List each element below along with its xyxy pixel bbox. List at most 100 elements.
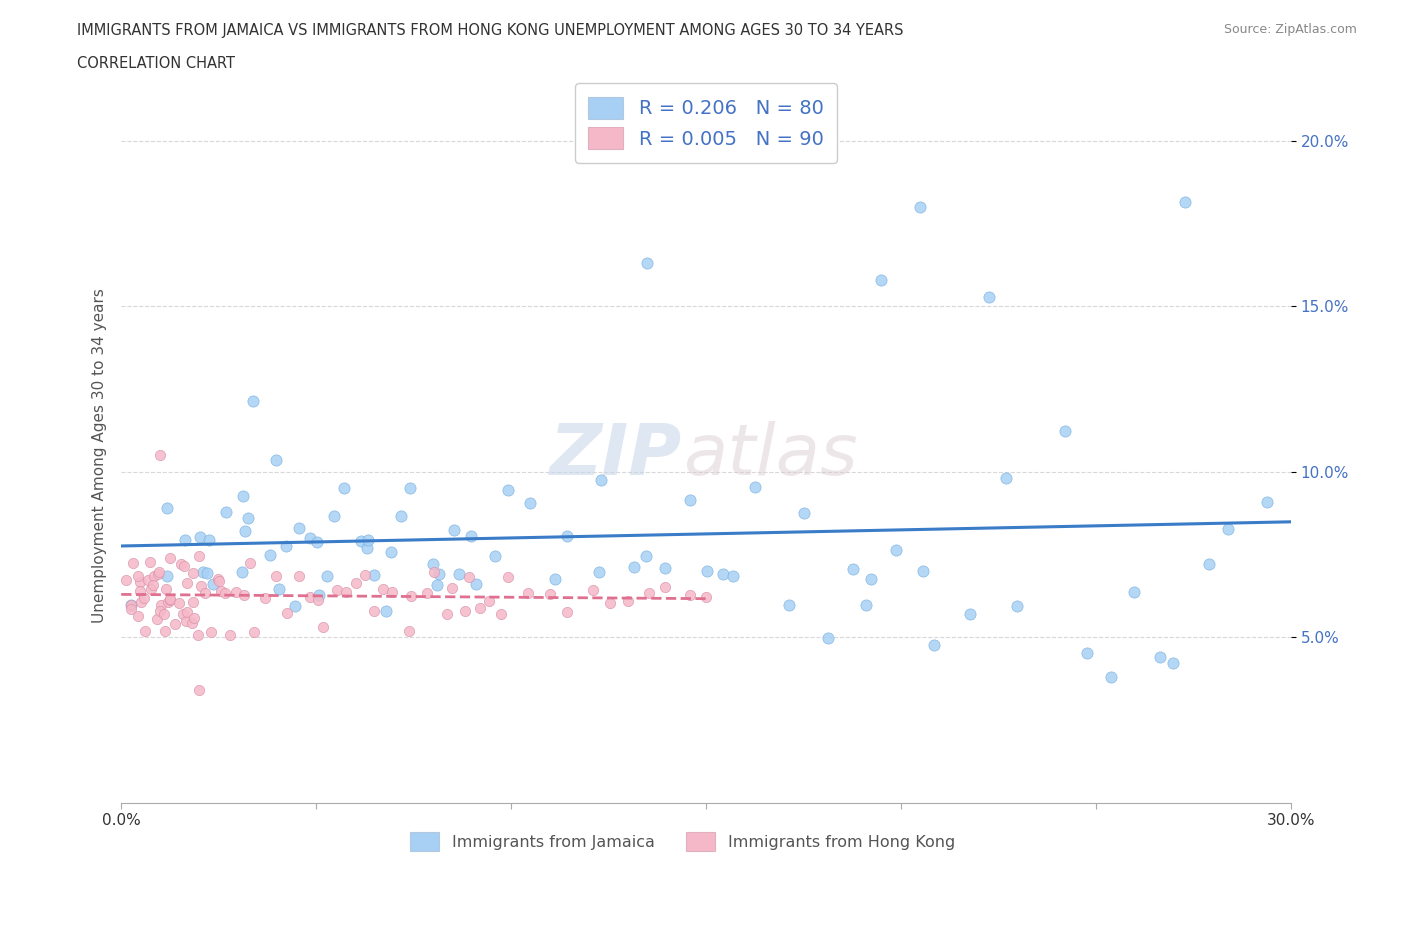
Point xyxy=(174,614,197,629)
Point xyxy=(149,448,172,463)
Point xyxy=(215,505,238,520)
Point xyxy=(637,256,659,271)
Point xyxy=(225,585,247,600)
Point xyxy=(654,579,676,594)
Point xyxy=(174,533,197,548)
Point xyxy=(363,568,385,583)
Point xyxy=(398,623,420,638)
Point xyxy=(167,595,190,610)
Point xyxy=(910,200,932,215)
Point xyxy=(134,623,156,638)
Point xyxy=(254,591,277,605)
Point xyxy=(1216,521,1239,536)
Point xyxy=(155,500,177,515)
Point xyxy=(470,601,492,616)
Point xyxy=(634,548,657,563)
Point xyxy=(922,637,945,652)
Point xyxy=(1076,645,1098,660)
Point xyxy=(1122,584,1144,599)
Point xyxy=(129,595,152,610)
Point xyxy=(146,612,169,627)
Point xyxy=(307,592,329,607)
Point xyxy=(209,584,232,599)
Point xyxy=(425,578,447,592)
Point xyxy=(159,592,181,607)
Point xyxy=(288,521,311,536)
Point xyxy=(180,616,202,631)
Point xyxy=(679,588,702,603)
Point xyxy=(183,611,205,626)
Point xyxy=(423,565,446,579)
Point xyxy=(911,564,934,578)
Point xyxy=(188,529,211,544)
Point xyxy=(617,593,640,608)
Point xyxy=(232,489,254,504)
Point xyxy=(142,568,165,583)
Point xyxy=(231,565,253,579)
Point xyxy=(307,535,329,550)
Point xyxy=(148,566,170,581)
Point xyxy=(219,628,242,643)
Point xyxy=(114,573,136,588)
Point xyxy=(540,587,562,602)
Point xyxy=(496,483,519,498)
Point xyxy=(1174,195,1197,210)
Point xyxy=(159,551,181,565)
Point xyxy=(356,540,378,555)
Point xyxy=(202,577,225,591)
Point xyxy=(207,572,229,587)
Point xyxy=(778,598,800,613)
Point xyxy=(172,606,194,621)
Point xyxy=(713,566,735,581)
Point xyxy=(276,605,298,620)
Point xyxy=(581,582,603,597)
Point xyxy=(375,604,398,618)
Point xyxy=(855,598,877,613)
Point xyxy=(555,604,578,619)
Point xyxy=(422,557,444,572)
Point xyxy=(460,528,482,543)
Point xyxy=(233,524,256,538)
Point xyxy=(142,578,165,592)
Point xyxy=(122,555,145,570)
Point xyxy=(678,493,700,508)
Point xyxy=(443,523,465,538)
Point xyxy=(243,625,266,640)
Point xyxy=(163,617,186,631)
Point xyxy=(200,624,222,639)
Point xyxy=(484,548,506,563)
Point xyxy=(287,568,309,583)
Point xyxy=(155,582,177,597)
Point xyxy=(127,568,149,583)
Point xyxy=(447,566,470,581)
Text: atlas: atlas xyxy=(682,421,858,490)
Point xyxy=(842,561,865,576)
Point xyxy=(380,545,402,560)
Point xyxy=(333,481,356,496)
Point xyxy=(176,576,198,591)
Text: CORRELATION CHART: CORRELATION CHART xyxy=(77,56,235,71)
Point xyxy=(284,599,307,614)
Point xyxy=(457,569,479,584)
Text: Source: ZipAtlas.com: Source: ZipAtlas.com xyxy=(1223,23,1357,36)
Point xyxy=(298,590,321,604)
Point xyxy=(195,565,218,580)
Point xyxy=(465,577,488,591)
Point xyxy=(389,509,412,524)
Point xyxy=(1256,495,1278,510)
Point xyxy=(156,568,179,583)
Point xyxy=(436,606,458,621)
Text: IMMIGRANTS FROM JAMAICA VS IMMIGRANTS FROM HONG KONG UNEMPLOYMENT AMONG AGES 30 : IMMIGRANTS FROM JAMAICA VS IMMIGRANTS FR… xyxy=(77,23,904,38)
Point xyxy=(190,578,212,593)
Point xyxy=(134,591,156,605)
Point xyxy=(478,593,501,608)
Y-axis label: Unemployment Among Ages 30 to 34 years: Unemployment Among Ages 30 to 34 years xyxy=(93,288,107,623)
Point xyxy=(136,573,159,588)
Point xyxy=(173,559,195,574)
Point xyxy=(127,609,149,624)
Point xyxy=(817,631,839,645)
Point xyxy=(149,597,172,612)
Point xyxy=(995,471,1018,485)
Point xyxy=(1149,649,1171,664)
Point xyxy=(208,574,231,589)
